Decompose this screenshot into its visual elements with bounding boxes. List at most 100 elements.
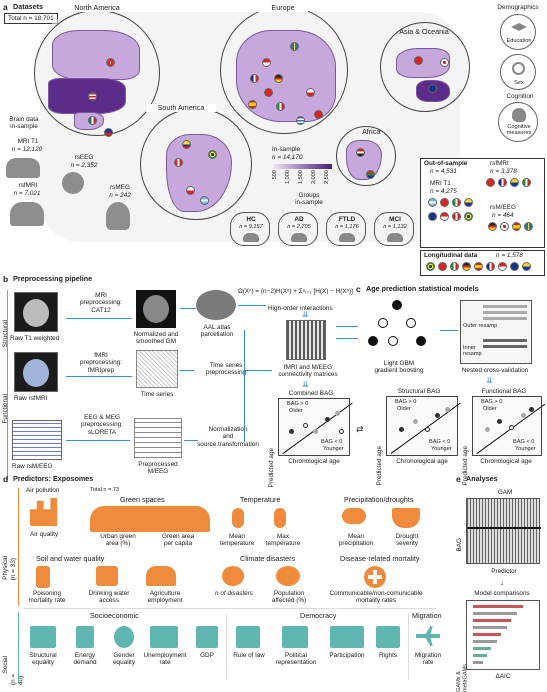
mexico-flag-icon	[88, 116, 97, 125]
bidirectional-arrow-icon: ⇄	[356, 424, 364, 434]
africa-label: Africa	[362, 127, 381, 136]
choropleth-colorbar	[274, 164, 332, 169]
functional-label: Functional	[2, 394, 9, 424]
africa-land	[346, 140, 382, 180]
predicted-age-axis-label: Predicted age	[376, 446, 383, 486]
nested-cv-diagram: Outer resamp Inner resamp	[460, 300, 532, 364]
flag-icon	[522, 178, 531, 187]
panel-c-title: Age prediction statistical models	[366, 284, 479, 293]
structural-bag-title: Structural BAG	[397, 388, 441, 395]
group-mci: MCI n = 1,132	[374, 212, 414, 246]
group-hc: HC n = 9,157	[230, 212, 270, 246]
tree-node	[368, 336, 378, 346]
air-pollution-title: Air pollution	[26, 487, 60, 494]
brain-slice-icon	[23, 359, 49, 387]
group-count: n = 1,176	[335, 224, 359, 230]
flag-icon	[440, 198, 449, 207]
bag-negative-label: BAG < 0	[429, 439, 451, 445]
air-quality-label: Air quality	[30, 531, 59, 538]
data-point	[509, 425, 514, 430]
flag-icon	[440, 212, 449, 221]
cv-fold-bar	[483, 311, 527, 314]
groups-row: HC n = 9,157 AD n = 2,705 FTLD n = 1,176…	[230, 212, 420, 246]
physical-label: Physical	[2, 556, 9, 580]
rsmeg-count: n = 242	[109, 192, 131, 199]
mri-scanner-icon	[6, 158, 40, 178]
people-icon	[387, 233, 403, 242]
communicable-label: Communicable/non-comunicable mortality r…	[329, 590, 423, 605]
poisoning-label: Poisoning mortality rate	[28, 590, 66, 605]
gams-axis-label: GAMs & metaGAMs	[456, 663, 469, 692]
panel-e-letter: e	[456, 474, 461, 484]
flag-icon	[510, 262, 519, 271]
cognition-label: Cognition	[506, 93, 534, 100]
population-affected-label: Population affected (%)	[271, 590, 307, 605]
flag-icon	[512, 222, 521, 231]
group-label: MCI	[389, 216, 401, 223]
arrow	[180, 308, 196, 309]
older-label: Older	[289, 408, 303, 414]
structural-bag-plot: BAG > 0 Older BAG < 0 Younger	[386, 396, 461, 456]
flag-icon	[426, 262, 435, 271]
data-point	[289, 429, 294, 434]
down-arrow-icon: ⇊	[302, 380, 309, 389]
demographics-label: Demographics	[497, 4, 539, 11]
bag-axis-label: BAG	[456, 538, 463, 552]
egypt-flag-icon	[356, 148, 365, 157]
asia-land	[396, 48, 450, 78]
down-arrow-icon: ⇊	[302, 310, 309, 319]
tree-node	[378, 318, 388, 328]
fire-icon	[276, 566, 300, 586]
mean-temperature-label: Mean temperature	[219, 533, 255, 548]
bag-positive-label: BAG > 0	[481, 399, 503, 405]
data-point	[485, 427, 490, 432]
sex-symbol-icon	[512, 62, 525, 75]
oos-rsfmri-label: rsfMRI	[490, 160, 509, 167]
group-count: n = 2,705	[287, 224, 311, 230]
data-point	[497, 419, 502, 424]
arrow	[66, 376, 132, 377]
raw-rsmeeg-image	[12, 420, 62, 460]
flag-icon	[428, 198, 437, 207]
chronological-age-axis-label: Chronological age	[396, 458, 448, 465]
unemployment-label: Unemployment rate	[143, 652, 187, 667]
flag-icon	[510, 178, 519, 187]
arrow	[184, 440, 198, 441]
model-comparisons-title: Model comparisons	[474, 590, 530, 597]
nested-cv-label: Nested cross-validation	[461, 367, 529, 374]
sex-label: Sex	[514, 80, 524, 86]
lgbm-label: Light GBM gradient boosting	[374, 360, 424, 375]
raw-t1-image	[14, 292, 58, 332]
data-point	[445, 407, 450, 412]
rule-of-law-label: Rule of law	[233, 652, 265, 659]
brain-slice-icon	[143, 295, 169, 323]
group-label: HC	[246, 216, 256, 223]
oos-mri-count: n = 4,275	[430, 188, 457, 195]
green-capita-label: Green area per capita	[161, 533, 195, 548]
people-icon	[339, 233, 355, 242]
data-point	[521, 413, 526, 418]
normalization-label: Normalization and source transformation	[197, 426, 259, 448]
data-point	[435, 413, 440, 418]
data-point	[425, 427, 430, 432]
drinking-water-label: Drinking water access	[88, 590, 130, 605]
cross-horizontal	[368, 575, 382, 579]
arrow	[336, 338, 358, 339]
group-count: n = 9,157	[239, 224, 263, 230]
chronological-age-axis-label: Chronological age	[480, 458, 532, 465]
chile-flag-icon	[186, 186, 195, 195]
equality-icon	[30, 626, 56, 648]
south-america-label: South America	[146, 103, 216, 113]
argentina-flag-icon	[200, 196, 209, 205]
in-sample-label: In-sample	[272, 146, 301, 153]
raw-t1-label: Raw T1 weighted	[10, 335, 60, 342]
mri-t1-label: MRI T1	[17, 138, 39, 145]
head-icon	[512, 108, 526, 122]
flag-icon	[488, 222, 497, 231]
group-label: FTLD	[338, 216, 356, 223]
agriculture-label: Agriculture employment	[147, 590, 183, 605]
migration-rate-label: Migration rate	[414, 652, 442, 667]
gender-equality-label: Gender equality	[112, 652, 136, 667]
mri-preprocessing-label: MRI preprocessing: CAT12	[80, 292, 122, 314]
europe-label: Europe	[258, 3, 308, 13]
